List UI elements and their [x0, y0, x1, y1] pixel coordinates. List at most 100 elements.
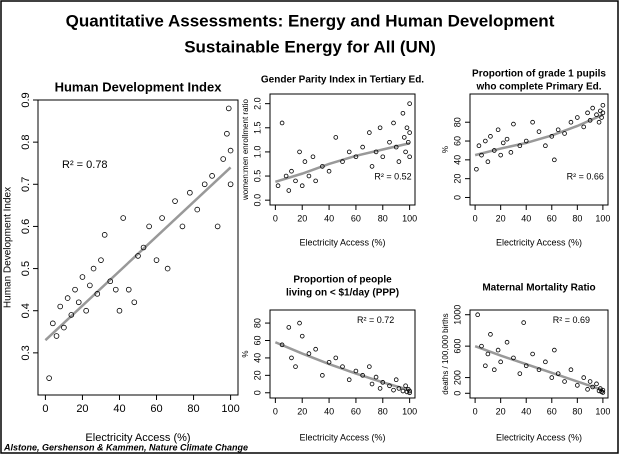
data-point: [187, 189, 193, 196]
data-point: [369, 164, 375, 169]
data-point: [543, 143, 548, 149]
data-point: [179, 223, 186, 230]
data-point: [488, 134, 493, 139]
data-point: [125, 286, 132, 293]
data-point: [224, 130, 230, 137]
data-point: [404, 389, 410, 395]
x-tick-label: 60: [351, 213, 361, 223]
data-point: [98, 257, 104, 263]
data-point: [353, 368, 359, 374]
data-point: [79, 274, 86, 280]
data-point: [396, 386, 402, 391]
data-point: [107, 278, 114, 285]
slide-subtitle: Sustainable Energy for All (UN): [184, 37, 436, 56]
x-axis-label: Electricity Access (%): [85, 432, 190, 444]
data-point: [367, 130, 372, 135]
data-point: [475, 312, 480, 318]
data-point: [377, 386, 383, 391]
data-point: [50, 320, 56, 327]
data-point: [320, 373, 325, 378]
x-tick-label: 0: [273, 406, 278, 416]
source: Alstone, Gershenson & Kammen, Nature Cli…: [3, 442, 248, 452]
chart-title: Maternal Mortality Ratio: [482, 283, 595, 294]
y-tick-label: 40: [252, 353, 262, 363]
data-point: [101, 232, 108, 238]
y-tick-label: 0: [452, 391, 462, 396]
x-tick-label: 100: [402, 406, 417, 416]
x-tick-label: 40: [324, 213, 334, 223]
data-point: [194, 206, 201, 213]
data-point: [153, 257, 160, 263]
x-tick-label: 20: [297, 213, 307, 223]
data-point: [75, 299, 82, 306]
data-point: [146, 223, 152, 230]
data-point: [549, 134, 555, 139]
data-point: [326, 359, 332, 365]
data-point: [517, 371, 523, 376]
data-point: [511, 355, 516, 361]
data-point: [387, 383, 392, 389]
data-point: [299, 333, 305, 339]
data-point: [483, 363, 488, 369]
x-tick-label: 80: [378, 406, 388, 416]
y-tick-label: 1.5: [252, 122, 262, 135]
data-point: [360, 373, 365, 378]
x-axis-label: Electricity Access (%): [299, 432, 385, 442]
x-axis-label: Electricity Access (%): [496, 237, 582, 247]
data-point: [530, 119, 535, 125]
x-tick-label: 20: [496, 406, 506, 416]
chart-title: Human Development Index: [55, 79, 223, 94]
data-point: [530, 351, 535, 357]
data-point: [220, 156, 226, 162]
data-point: [391, 387, 396, 393]
x-tick-label: 60: [351, 406, 361, 416]
data-point: [407, 101, 412, 106]
data-point: [377, 125, 383, 131]
data-point: [283, 173, 289, 179]
data-point: [587, 379, 593, 384]
data-point: [112, 286, 119, 293]
data-point: [536, 367, 542, 373]
data-point: [64, 295, 71, 301]
r-squared: R² = 0.78: [62, 159, 108, 171]
x-tick-label: 80: [572, 406, 582, 416]
data-point: [279, 120, 285, 126]
data-point: [140, 244, 147, 251]
data-point: [353, 154, 359, 160]
data-point: [594, 112, 599, 117]
data-point: [504, 136, 510, 142]
data-point: [517, 143, 523, 149]
data-point: [393, 377, 399, 383]
data-point: [483, 138, 488, 144]
data-point: [297, 149, 302, 155]
r-squared: R² = 0.66: [567, 172, 604, 182]
data-point: [313, 346, 318, 352]
data-point: [562, 379, 567, 384]
data-point: [401, 135, 407, 140]
r-squared: R² = 0.52: [374, 172, 411, 182]
data-point: [536, 129, 542, 134]
data-point: [508, 150, 514, 155]
data-point: [549, 375, 555, 380]
x-axis-label: Electricity Access (%): [496, 432, 582, 442]
data-point: [320, 164, 325, 169]
data-point: [543, 359, 548, 365]
data-point: [57, 303, 64, 310]
data-point: [297, 320, 302, 326]
data-point: [214, 223, 221, 230]
chart-title: Gender Parity Index in Tertiary Ed.: [261, 75, 424, 86]
y-tick-label: 0.9: [20, 92, 32, 107]
data-point: [61, 324, 67, 331]
x-tick-label: 100: [595, 406, 610, 416]
data-point: [369, 381, 375, 387]
x-tick-label: 20: [297, 406, 307, 416]
data-point: [396, 159, 402, 164]
x-tick-label: 80: [187, 403, 199, 415]
chart-title: Proportion of people: [293, 275, 392, 286]
x-tick-label: 0: [473, 213, 478, 223]
x-tick-label: 20: [496, 213, 506, 223]
data-point: [373, 374, 379, 380]
chart-title: Proportion of grade 1 pupils: [472, 69, 606, 80]
data-point: [227, 147, 234, 154]
